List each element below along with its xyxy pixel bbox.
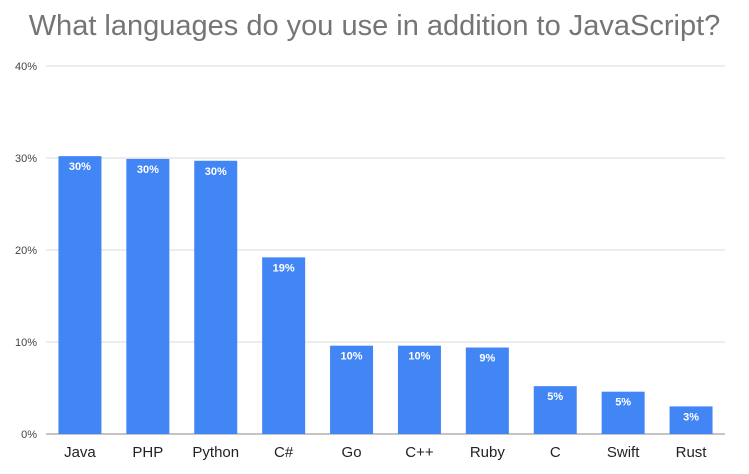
- bar-value-label: 3%: [683, 411, 699, 423]
- x-category-label: Go: [342, 444, 362, 461]
- x-axis-categories: Java PHP Python C# Go C++ Ruby C Swift Rust: [64, 444, 707, 461]
- bar-value-label: 10%: [408, 351, 430, 363]
- bar-value-label: 5%: [615, 397, 631, 409]
- bar: [465, 347, 509, 434]
- bar: [330, 345, 374, 434]
- bar: [533, 386, 577, 434]
- chart-title: What languages do you use in addition to…: [28, 10, 721, 42]
- x-category-label: Ruby: [470, 444, 506, 461]
- x-category-label: PHP: [132, 444, 163, 461]
- y-tick-label: 20%: [15, 245, 37, 257]
- bar-value-label: 5%: [547, 391, 563, 403]
- bar: [669, 406, 713, 434]
- x-category-label: Python: [192, 444, 239, 461]
- y-axis-ticks: 0% 10% 20% 30% 40%: [15, 61, 37, 441]
- bar-value-label: 30%: [69, 161, 91, 173]
- bar: [194, 160, 238, 434]
- bar-value-label: 10%: [341, 351, 363, 363]
- y-tick-label: 40%: [15, 61, 37, 73]
- x-category-label: Java: [64, 444, 96, 461]
- x-category-label: C: [550, 444, 561, 461]
- x-category-label: Swift: [607, 444, 640, 461]
- data-labels: 30% 30% 30% 19% 10% 10% 9% 5% 5% 3%: [69, 161, 699, 423]
- bar: [58, 156, 102, 434]
- bar: [126, 158, 170, 435]
- bar-value-label: 30%: [137, 164, 159, 176]
- x-category-label: C#: [274, 444, 294, 461]
- bar: [601, 391, 645, 434]
- bar-value-label: 30%: [205, 166, 227, 178]
- x-category-label: Rust: [676, 444, 708, 461]
- y-tick-label: 0%: [21, 429, 37, 441]
- y-tick-label: 30%: [15, 153, 37, 165]
- x-category-label: C++: [405, 444, 434, 461]
- bar: [262, 257, 306, 434]
- bars: [58, 156, 713, 435]
- bar: [397, 345, 441, 434]
- bar-value-label: 9%: [479, 353, 495, 365]
- y-tick-label: 10%: [15, 337, 37, 349]
- bar-value-label: 19%: [273, 262, 295, 274]
